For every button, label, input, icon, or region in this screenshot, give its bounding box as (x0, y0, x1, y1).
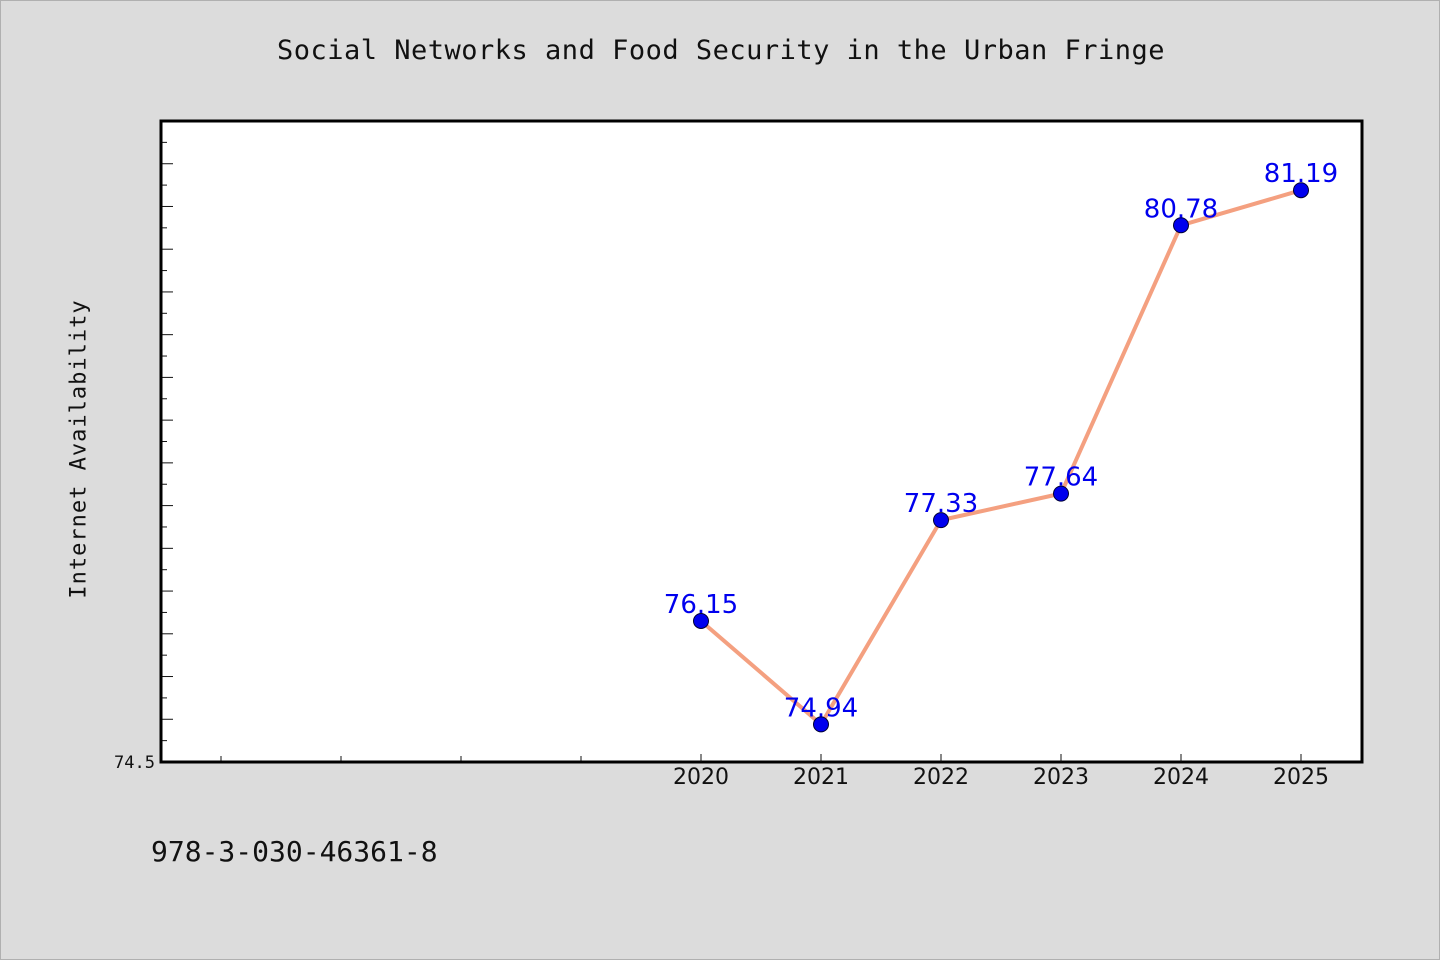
x-tick-label: 2024 (1153, 765, 1209, 790)
x-tick-label: 2025 (1273, 765, 1329, 790)
x-tick-label: 2023 (1033, 765, 1089, 790)
data-label: 74.94 (784, 693, 858, 723)
data-point (1173, 217, 1189, 234)
x-tick-label: 2021 (793, 765, 849, 790)
series-line (699, 188, 1302, 727)
isbn-text: 978-3-030-46361-8 (151, 835, 438, 868)
data-label: 80.78 (1144, 194, 1218, 224)
data-point (933, 512, 949, 529)
plot-area (161, 121, 1362, 762)
data-point (693, 612, 709, 629)
data-label: 81.19 (1264, 159, 1338, 189)
data-label: 77.64 (1024, 463, 1098, 493)
data-point (813, 716, 829, 733)
chart-title: Social Networks and Food Security in the… (276, 35, 1166, 66)
x-tick-label: 2020 (673, 765, 729, 790)
data-point (1053, 485, 1069, 502)
plot-frame (159, 119, 1364, 764)
data-label: 76.15 (664, 590, 738, 620)
data-point (1293, 182, 1309, 199)
x-tick-label: 2022 (913, 765, 969, 790)
data-label: 77.33 (904, 489, 978, 519)
y-tick-label: 74.5 (114, 753, 155, 773)
